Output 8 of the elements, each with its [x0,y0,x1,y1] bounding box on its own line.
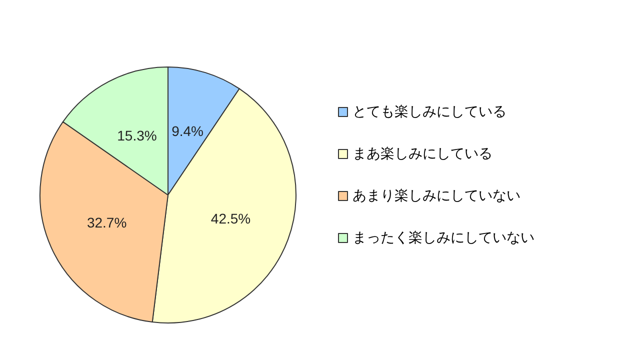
legend-label: とても楽しみにしている [352,104,506,120]
data-label: 15.3% [117,128,157,144]
legend-label: まったく楽しみにしていない [352,230,534,246]
legend-label: まあ楽しみにしている [352,146,492,162]
data-label: 9.4% [172,122,204,139]
legend-label: あまり楽しみにしていない [352,188,520,204]
data-label: 42.5% [210,210,251,226]
data-label: 32.7% [86,214,127,230]
